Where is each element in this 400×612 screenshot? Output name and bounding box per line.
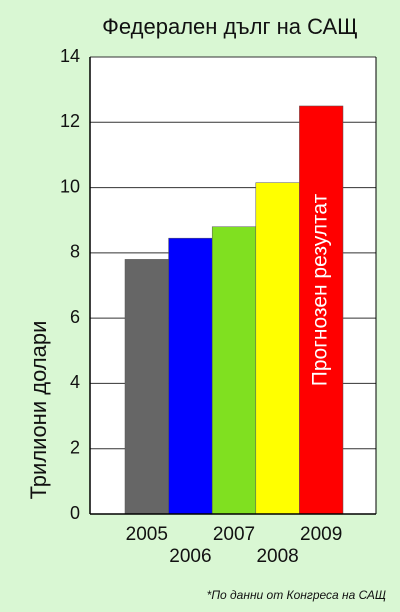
bar xyxy=(299,105,344,515)
x-tick-label: 2007 xyxy=(213,524,255,545)
annotation: Прогнозен резултат xyxy=(309,193,332,386)
y-tick-label: 14 xyxy=(60,46,80,66)
chart-title: Федерален дълг на САЩ xyxy=(102,14,358,39)
x-tick-label: 2009 xyxy=(300,524,342,545)
y-axis-label: Трилиони долари xyxy=(26,321,51,500)
y-tick-label: 6 xyxy=(70,307,80,327)
footnote: *По данни от Конгреса на САЩ xyxy=(207,588,386,602)
bar xyxy=(168,237,213,515)
bar xyxy=(255,182,300,515)
x-tick-label: 2005 xyxy=(126,524,168,545)
y-tick-label: 10 xyxy=(60,176,80,196)
y-tick-label: 4 xyxy=(70,372,80,392)
y-tick-label: 8 xyxy=(70,242,80,262)
y-tick-label: 0 xyxy=(70,503,80,523)
y-tick-label: 2 xyxy=(70,437,80,457)
x-tick-label: 2006 xyxy=(169,546,211,567)
bar xyxy=(211,226,257,515)
y-tick-label: 12 xyxy=(60,111,80,131)
x-tick-label: 2008 xyxy=(256,546,298,567)
bar xyxy=(124,259,169,515)
